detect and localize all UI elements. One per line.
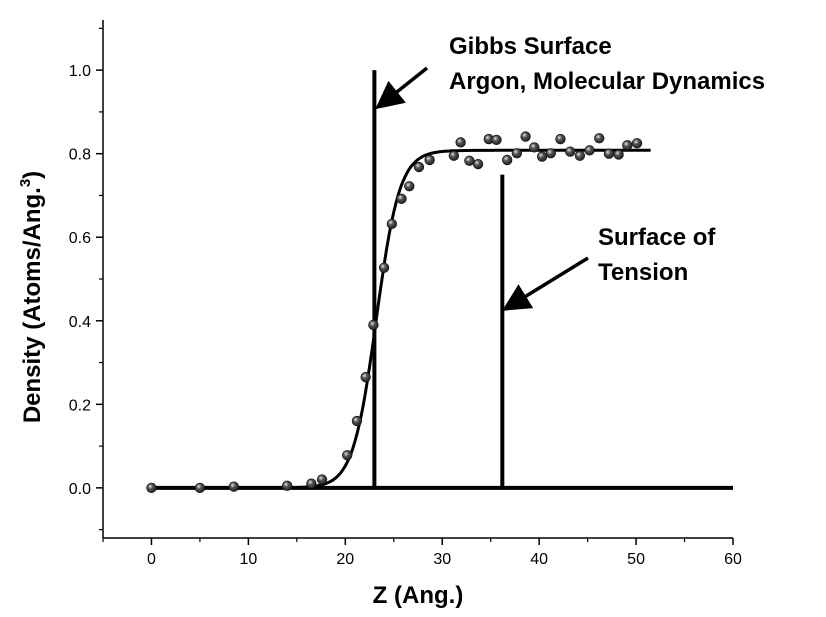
data-point <box>396 193 407 204</box>
x-axis-title: Z (Ang.) <box>373 582 464 609</box>
data-point <box>603 148 615 159</box>
data-point <box>378 262 390 273</box>
data-point <box>413 161 425 173</box>
data-point <box>306 478 317 489</box>
data-point <box>536 151 548 162</box>
data-point <box>613 149 624 160</box>
x-tick-label: 10 <box>239 551 257 568</box>
y-axis-title: Density (Atoms/Ang.3) <box>17 171 46 423</box>
data-point <box>424 154 435 166</box>
tension-label-line-2: Tension <box>598 259 688 286</box>
data-point <box>351 415 363 427</box>
data-point <box>555 133 566 145</box>
y-tick-label: 0.2 <box>69 397 91 414</box>
y-axis-title-main: Density (Atoms/Ang. <box>19 187 46 423</box>
x-tick-label: 20 <box>336 551 354 568</box>
data-point <box>520 131 531 142</box>
data-point <box>574 150 586 161</box>
data-point <box>622 140 633 151</box>
x-tick-label: 40 <box>530 551 548 568</box>
x-tick-label: 60 <box>724 551 742 568</box>
data-points-group <box>146 131 643 494</box>
data-point <box>584 145 595 156</box>
data-point <box>448 150 460 161</box>
data-point <box>594 133 605 144</box>
data-point <box>404 181 415 192</box>
data-point <box>316 474 328 485</box>
x-tick-label: 50 <box>627 551 645 568</box>
data-point <box>565 146 576 157</box>
y-tick-label: 0.8 <box>69 147 91 164</box>
gibbs-arrow <box>375 66 429 110</box>
data-point <box>228 481 239 492</box>
data-point <box>342 450 353 461</box>
gibbs-label-line-1: Gibbs Surface <box>449 33 612 60</box>
x-tick-label: 0 <box>147 551 156 568</box>
annotations-group: Gibbs Surface Argon, Molecular Dynamics Su… <box>375 33 765 311</box>
data-point <box>464 155 475 166</box>
data-point <box>146 482 157 494</box>
data-point <box>545 148 556 159</box>
data-point <box>631 138 643 149</box>
y-tick-label: 0.0 <box>69 481 91 498</box>
y-axis-title-close: ) <box>19 171 46 179</box>
data-point <box>491 134 502 146</box>
data-point <box>282 480 293 491</box>
tension-label-line-1: Surface of <box>598 224 716 251</box>
x-tick-label: 30 <box>433 551 451 568</box>
data-point <box>529 142 540 153</box>
y-tick-label: 0.6 <box>69 230 91 247</box>
data-point <box>386 218 397 230</box>
data-point <box>368 319 379 331</box>
y-axis-title-sup: 3 <box>17 179 34 187</box>
y-tick-label: 1.0 <box>69 63 91 80</box>
gibbs-label-line-2: Argon, Molecular Dynamics <box>449 68 765 95</box>
tension-arrow <box>502 256 589 311</box>
axes-group: 0 10 20 30 40 50 60 0.0 0.2 0.4 0.6 0.8 1.0 <box>69 20 742 568</box>
data-point <box>472 158 484 170</box>
y-tick-label: 0.4 <box>69 314 91 331</box>
data-point <box>511 148 523 159</box>
data-point <box>502 154 513 166</box>
data-point <box>455 137 466 148</box>
data-point <box>194 482 206 494</box>
data-point <box>360 372 371 383</box>
